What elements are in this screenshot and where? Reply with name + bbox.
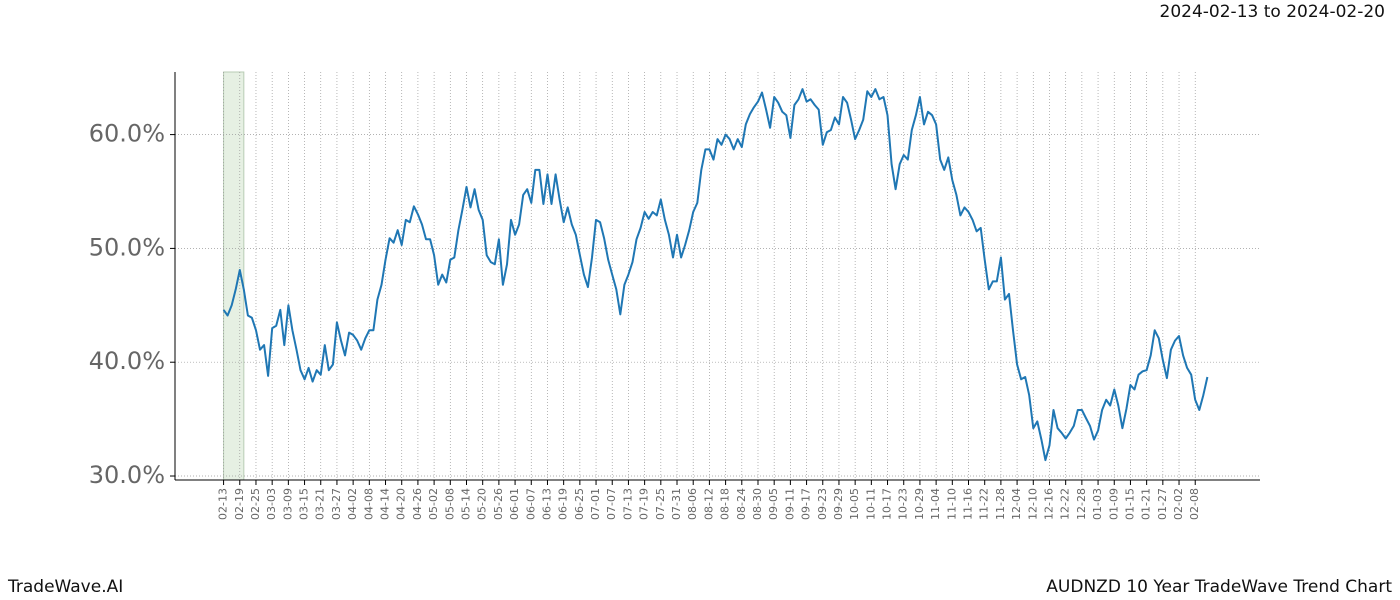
x-tick-label: 07-25: [654, 488, 667, 520]
x-tick-label: 08-24: [735, 488, 748, 520]
chart-title: AUDNZD 10 Year TradeWave Trend Chart: [1046, 577, 1392, 597]
x-tick-label: 09-23: [816, 488, 829, 520]
x-tick-label: 09-05: [767, 488, 780, 520]
x-tick-label: 06-25: [573, 488, 586, 520]
x-tick-label: 05-26: [492, 488, 505, 520]
x-tick-label: 06-07: [524, 488, 537, 520]
x-tick-label: 02-13: [217, 488, 230, 520]
y-tick-label: 40.0%: [89, 347, 165, 375]
x-tick-label: 02-25: [249, 488, 262, 520]
x-tick-label: 02-19: [233, 488, 246, 520]
x-tick-label: 07-07: [605, 488, 618, 520]
x-tick-label: 02-08: [1188, 488, 1201, 520]
x-tick-label: 11-22: [978, 488, 991, 520]
x-tick-label: 05-20: [476, 488, 489, 520]
x-tick-label: 01-21: [1140, 488, 1153, 520]
x-tick-label: 03-21: [314, 488, 327, 520]
x-tick-label: 05-14: [459, 488, 472, 520]
x-tick-label: 09-11: [783, 488, 796, 520]
y-tick-label: 50.0%: [89, 233, 165, 261]
x-tick-label: 06-19: [557, 488, 570, 520]
x-tick-label: 07-31: [670, 488, 683, 520]
x-tick-label: 10-05: [848, 488, 861, 520]
date-range: 2024-02-13 to 2024-02-20: [1160, 2, 1385, 22]
x-tick-label: 11-10: [945, 488, 958, 520]
x-tick-label: 10-17: [881, 488, 894, 520]
x-tick-label: 03-15: [298, 488, 311, 520]
x-tick-label: 06-13: [540, 488, 553, 520]
x-tick-label: 04-20: [395, 488, 408, 520]
x-tick-label: 05-08: [443, 488, 456, 520]
x-tick-label: 08-06: [686, 488, 699, 520]
y-tick-label: 60.0%: [89, 120, 165, 148]
x-tick-label: 01-03: [1091, 488, 1104, 520]
x-tick-label: 03-03: [265, 488, 278, 520]
x-tick-label: 03-27: [330, 488, 343, 520]
x-tick-label: 08-12: [702, 488, 715, 520]
x-tick-label: 10-23: [897, 488, 910, 520]
x-tick-label: 11-04: [929, 488, 942, 520]
x-tick-label: 09-17: [800, 488, 813, 520]
x-tick-label: 01-09: [1107, 488, 1120, 520]
x-tick-label: 12-16: [1042, 488, 1055, 520]
x-tick-label: 11-28: [994, 488, 1007, 520]
x-tick-label: 02-02: [1172, 488, 1185, 520]
x-tick-label: 06-01: [508, 488, 521, 520]
x-tick-label: 12-10: [1026, 488, 1039, 520]
y-tick-label: 30.0%: [89, 461, 165, 489]
x-tick-label: 12-28: [1075, 488, 1088, 520]
x-tick-label: 05-02: [427, 488, 440, 520]
x-tick-label: 07-01: [589, 488, 602, 520]
x-tick-label: 07-13: [621, 488, 634, 520]
x-tick-label: 03-09: [281, 488, 294, 520]
x-tick-label: 07-19: [638, 488, 651, 520]
x-tick-label: 08-30: [751, 488, 764, 520]
x-tick-label: 10-29: [913, 488, 926, 520]
x-tick-label: 04-08: [362, 488, 375, 520]
x-tick-label: 04-14: [379, 488, 392, 520]
x-tick-label: 12-04: [1010, 488, 1023, 520]
x-tick-label: 08-18: [719, 488, 732, 520]
x-tick-label: 11-16: [962, 488, 975, 520]
x-tick-label: 09-29: [832, 488, 845, 520]
x-tick-label: 01-27: [1156, 488, 1169, 520]
x-tick-label: 12-22: [1059, 488, 1072, 520]
x-tick-label: 04-02: [346, 488, 359, 520]
x-tick-label: 01-15: [1123, 488, 1136, 520]
brand: TradeWave.AI: [7, 577, 123, 597]
x-tick-label: 10-11: [864, 488, 877, 520]
trend-line: [222, 88, 1209, 462]
x-tick-label: 04-26: [411, 488, 424, 520]
